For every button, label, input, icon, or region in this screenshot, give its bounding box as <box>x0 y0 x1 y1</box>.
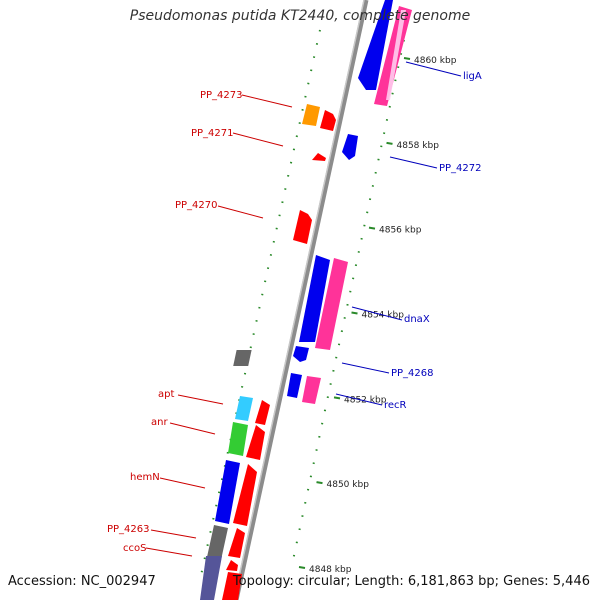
gene-dnaX[interactable] <box>315 258 348 350</box>
gene-hemN[interactable] <box>233 464 257 526</box>
misc-PP_4263[interactable] <box>207 525 228 560</box>
gene-ligA[interactable] <box>374 6 412 106</box>
label-PP_4271[interactable]: PP_4271 <box>191 128 234 139</box>
label-apt[interactable]: apt <box>158 389 174 400</box>
backbone <box>233 0 369 600</box>
map-title: Pseudomonas putida KT2440, complete geno… <box>129 8 471 24</box>
kbp-tick-mark <box>403 57 411 60</box>
forward-labels: ligA PP_4272 dnaX PP_4268 recR <box>335 61 482 411</box>
gene-ccoS-2[interactable] <box>222 572 242 600</box>
gene-apt[interactable] <box>255 400 270 425</box>
label-ccoS[interactable]: ccoS <box>123 543 146 554</box>
gene-PP_4263[interactable] <box>228 528 245 558</box>
label-ligA[interactable]: ligA <box>463 71 482 82</box>
label-anr[interactable]: anr <box>151 417 168 428</box>
label-dnaX[interactable]: dnaX <box>404 314 430 325</box>
gene-PP_4271[interactable] <box>312 153 326 161</box>
misc-PP_4268[interactable] <box>233 350 252 366</box>
kbp-tick-label: 4860 kbp <box>414 56 457 66</box>
label-PP_4263[interactable]: PP_4263 <box>107 524 150 535</box>
label-recR[interactable]: recR <box>384 400 407 411</box>
rrna-anr[interactable] <box>228 422 248 456</box>
cds-PP_4268[interactable] <box>293 346 309 362</box>
kbp-tick-label: 4850 kbp <box>327 480 370 490</box>
label-PP_4270[interactable]: PP_4270 <box>175 200 218 211</box>
label-hemN[interactable]: hemN <box>130 472 160 483</box>
cds-PP_4272[interactable] <box>342 134 358 160</box>
gene-recR[interactable] <box>302 376 321 404</box>
label-PP_4273[interactable]: PP_4273 <box>200 90 243 101</box>
gene-PP_4270[interactable] <box>293 210 312 244</box>
kbp-tick-mark <box>298 566 306 569</box>
kbp-tick-mark <box>316 481 323 485</box>
gene-ccoS[interactable] <box>226 560 238 571</box>
cds-hemN[interactable] <box>215 460 240 524</box>
label-PP_4268[interactable]: PP_4268 <box>391 368 434 379</box>
genome-summary-text: Topology: circular; Length: 6,181,863 bp… <box>232 574 590 589</box>
kbp-tick-mark <box>333 396 341 400</box>
kbp-tick-label: 4852 kbp <box>344 395 387 405</box>
gene-ligA-light <box>386 10 406 100</box>
kbp-tick-label: 4858 kbp <box>397 141 440 151</box>
kbp-tick-mark <box>351 311 358 315</box>
accession-text: Accession: NC_002947 <box>8 574 156 589</box>
kbp-tick-mark <box>368 226 376 230</box>
gene-PP_4273[interactable] <box>320 110 336 131</box>
cds-ligA[interactable] <box>358 0 393 90</box>
label-PP_4272[interactable]: PP_4272 <box>439 163 482 174</box>
misc-ccoS[interactable] <box>200 556 222 600</box>
kbp-tick-label: 4856 kbp <box>379 226 422 236</box>
backbone-highlight <box>233 0 365 600</box>
kbp-tick-mark <box>386 141 393 145</box>
pseudo-PP_4273[interactable] <box>302 104 320 126</box>
cds-recR[interactable] <box>287 373 302 398</box>
reverse-labels: PP_4273 PP_4271 PP_4270 apt anr hemN PP_… <box>107 90 293 557</box>
kbp-tick-label: 4848 kbp <box>309 565 352 575</box>
trna-apt[interactable] <box>235 396 253 421</box>
cds-dnaX[interactable] <box>299 255 330 342</box>
gene-anr[interactable] <box>246 425 265 460</box>
